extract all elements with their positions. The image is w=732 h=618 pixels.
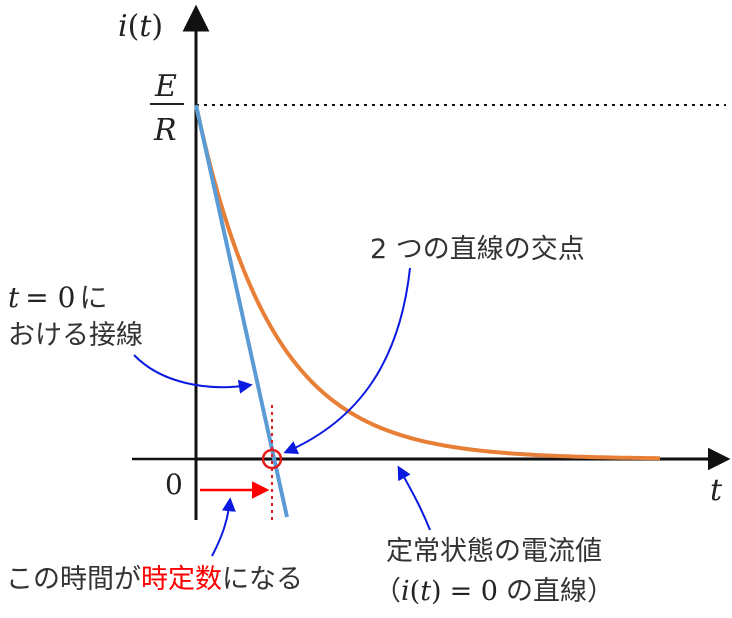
- tangent-label-arrow: [133, 354, 253, 394]
- time-constant-annotation: この時間が時定数になる: [6, 564, 303, 595]
- steady-state-annotation-line1: 定常状態の電流値: [386, 536, 602, 567]
- tangent-line: [194, 104, 289, 518]
- fraction-numerator: E: [154, 69, 177, 104]
- intersection-arrow: [283, 267, 411, 454]
- tangent-annotation-line2: おける接線: [8, 320, 143, 351]
- intersection-circle: [261, 448, 283, 470]
- time-constant-label-arrow: [211, 497, 236, 557]
- x-axis-label: t: [710, 473, 723, 508]
- steady-state-label-arrow: [397, 465, 431, 531]
- steady-state-annotation-line2: （i(t) = 0 の直線）: [374, 576, 614, 607]
- origin-label: 0: [165, 468, 183, 501]
- intersection-annotation: 2 つの直線の交点: [370, 234, 585, 265]
- y-axis-label: i(t): [118, 9, 163, 44]
- fraction-denominator: R: [153, 113, 177, 148]
- decay-curve: [194, 104, 660, 461]
